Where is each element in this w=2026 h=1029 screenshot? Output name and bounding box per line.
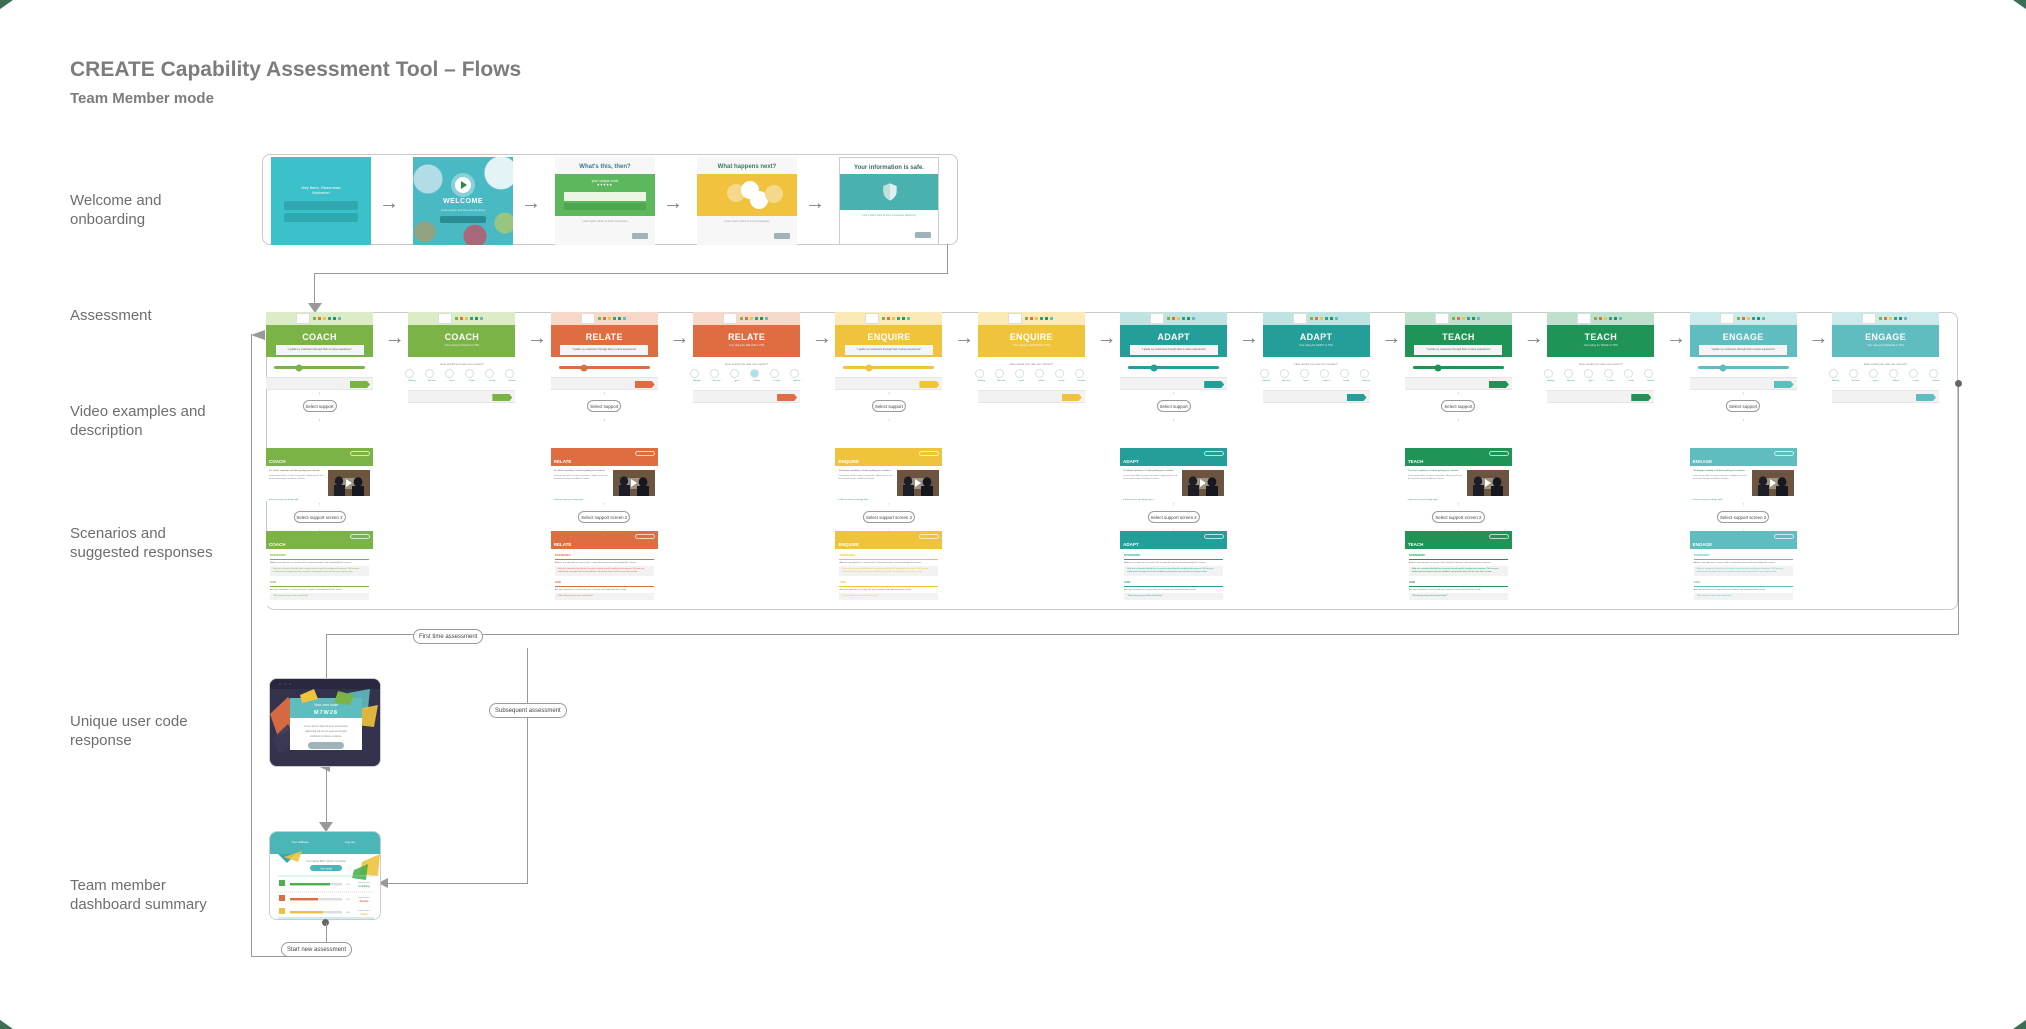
svg-text:Improvement: Improvement bbox=[358, 909, 370, 912]
svg-text:Improvement: Improvement bbox=[358, 896, 370, 899]
svg-text:Lorem ipsum dolor sit amet con: Lorem ipsum dolor sit amet consectetur bbox=[304, 725, 348, 728]
svg-text:Flying: Flying bbox=[360, 913, 368, 916]
svg-text:74%: 74% bbox=[346, 884, 350, 886]
svg-text:Your user code: Your user code bbox=[314, 703, 338, 707]
svg-text:incididunt ut labore et dolore: incididunt ut labore et dolore. bbox=[310, 735, 342, 738]
svg-text:Your address: Your address bbox=[291, 840, 309, 844]
svg-text:M7W28: M7W28 bbox=[314, 710, 338, 716]
svg-text:Your latest MFT action complet: Your latest MFT action complete bbox=[306, 859, 346, 863]
svg-text:Log out: Log out bbox=[345, 840, 355, 844]
svg-text:60%: 60% bbox=[346, 912, 350, 914]
svg-text:View detail: View detail bbox=[320, 868, 332, 871]
svg-text:Coaching: Coaching bbox=[359, 885, 370, 888]
svg-text:adipiscing elit sed do eiusmod: adipiscing elit sed do eiusmod tempor bbox=[305, 730, 347, 733]
svg-text:Needed: Needed bbox=[360, 900, 369, 903]
svg-text:52%: 52% bbox=[346, 899, 350, 901]
svg-text:Improvement: Improvement bbox=[358, 881, 370, 884]
